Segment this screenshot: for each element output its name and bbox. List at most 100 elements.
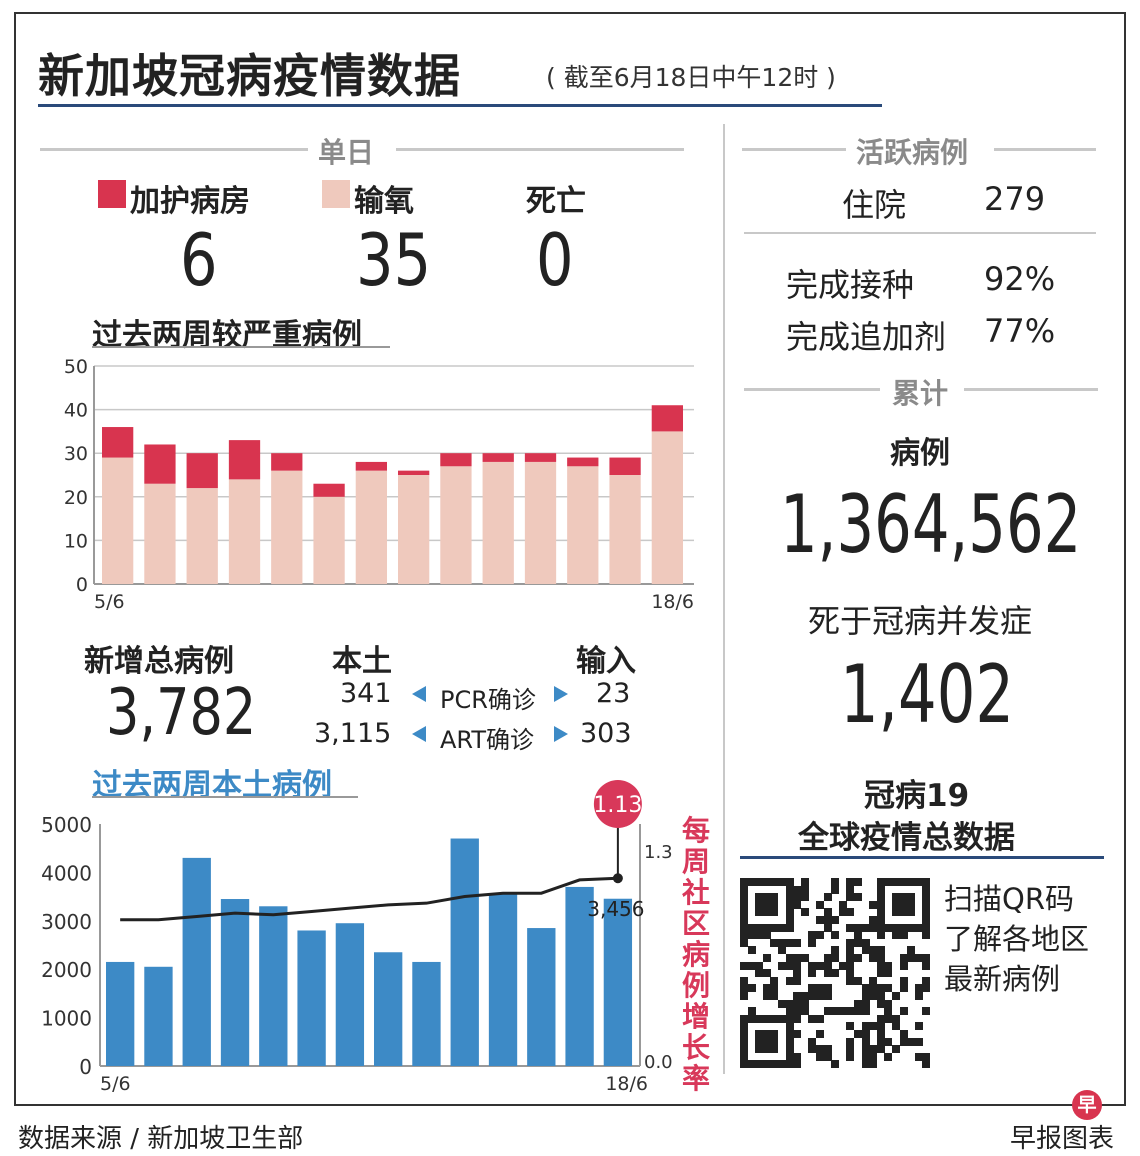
qr-module <box>899 893 908 902</box>
qr-module <box>793 976 802 985</box>
qr-module <box>800 885 809 894</box>
cumulative-rule-right <box>964 388 1098 391</box>
qr-module <box>907 900 916 909</box>
y2-axis-label-char: 每 <box>682 814 710 847</box>
qr-module <box>740 923 749 932</box>
single-day-heading: 单日 <box>318 136 375 169</box>
qr-module <box>861 923 870 932</box>
qr-module <box>785 900 794 909</box>
qr-module <box>922 1060 931 1069</box>
qr-module <box>808 1045 817 1054</box>
qr-module <box>892 1045 901 1054</box>
icu-label: 加护病房 <box>130 184 250 219</box>
qr-module <box>892 900 901 909</box>
local-cases-bar <box>144 966 173 1066</box>
y-tick-label: 50 <box>64 356 88 378</box>
qr-module <box>785 1030 794 1039</box>
qr-module <box>884 878 893 887</box>
qr-module <box>808 1014 817 1023</box>
qr-module <box>770 1045 779 1054</box>
icu-bar <box>271 453 303 471</box>
qr-module <box>800 992 809 1001</box>
qr-module <box>907 878 916 887</box>
severe-chart-title-rule <box>92 346 390 348</box>
y2-axis-label-char: 病 <box>682 938 710 971</box>
qr-module <box>899 1037 908 1046</box>
qr-module <box>861 1052 870 1061</box>
icu-bar <box>651 405 684 432</box>
y2-axis-label-char: 例 <box>682 969 710 1002</box>
icu-bar <box>228 440 261 480</box>
qr-module <box>770 1060 779 1069</box>
icu-bar <box>355 461 388 471</box>
qr-module <box>861 946 870 955</box>
qr-module <box>823 908 832 917</box>
icu-bar <box>313 483 345 497</box>
qr-module <box>922 961 931 970</box>
qr-module <box>755 931 764 940</box>
qr-module <box>785 1052 794 1061</box>
cumulative-cases-value: 1,364,562 <box>780 478 1082 571</box>
qr-module <box>831 946 840 955</box>
qr-module <box>770 908 779 917</box>
qr-module <box>823 923 832 932</box>
qr-module <box>846 1037 855 1046</box>
local-cases-bar <box>106 961 135 1066</box>
qr-module <box>876 999 885 1008</box>
qr-module <box>762 931 771 940</box>
qr-module <box>808 992 817 1001</box>
qr-module <box>778 938 787 947</box>
qr-module <box>785 923 794 932</box>
qr-code[interactable] <box>740 878 931 1069</box>
qr-module <box>778 878 787 887</box>
qr-module <box>755 878 764 887</box>
art-label: ART确诊 <box>440 726 535 754</box>
local-cases-bar <box>488 894 518 1066</box>
qr-module <box>770 1037 779 1046</box>
qr-module <box>770 893 779 902</box>
page-subtitle: ( 截至6月18日中午12时 ) <box>546 63 836 92</box>
title-rule <box>38 104 882 107</box>
qr-module <box>846 1045 855 1054</box>
qr-module <box>892 1014 901 1023</box>
qr-module <box>831 1007 840 1016</box>
qr-module <box>800 908 809 917</box>
qr-module <box>785 976 794 985</box>
qr-module <box>899 1007 908 1016</box>
qr-module <box>899 900 908 909</box>
qr-module <box>808 1037 817 1046</box>
qr-module <box>846 885 855 894</box>
qr-module <box>854 878 863 887</box>
qr-module <box>869 954 878 963</box>
qr-module <box>854 1007 863 1016</box>
brand-label: 早报图表 <box>1010 1124 1115 1154</box>
local-label: 本土 <box>332 644 392 679</box>
qr-module <box>869 984 878 993</box>
qr-module <box>816 961 825 970</box>
local-chart-title-rule <box>92 796 358 798</box>
death-label: 死亡 <box>526 184 586 219</box>
qr-module <box>899 878 908 887</box>
qr-module <box>823 969 832 978</box>
oxygen-bar <box>186 488 218 584</box>
qr-module <box>755 908 764 917</box>
qr-module <box>914 1052 923 1061</box>
cumulative-deaths-label: 死于冠病并发症 <box>808 602 1033 640</box>
cumulative-rule-left <box>744 388 880 391</box>
qr-module <box>785 878 794 887</box>
qr-module <box>899 976 908 985</box>
oxygen-bar <box>102 457 134 584</box>
qr-module <box>846 954 855 963</box>
qr-module <box>831 1060 840 1069</box>
qr-module <box>884 923 893 932</box>
qr-module <box>740 885 749 894</box>
icu-bar <box>186 453 218 489</box>
qr-module <box>823 984 832 993</box>
booster-value: 77% <box>984 312 1056 350</box>
y2-axis-label-char: 增 <box>682 1000 710 1033</box>
qr-module <box>770 923 779 932</box>
qr-module <box>876 961 885 970</box>
qr-module <box>793 893 802 902</box>
qr-module <box>785 1022 794 1031</box>
icu-bar <box>440 453 472 467</box>
